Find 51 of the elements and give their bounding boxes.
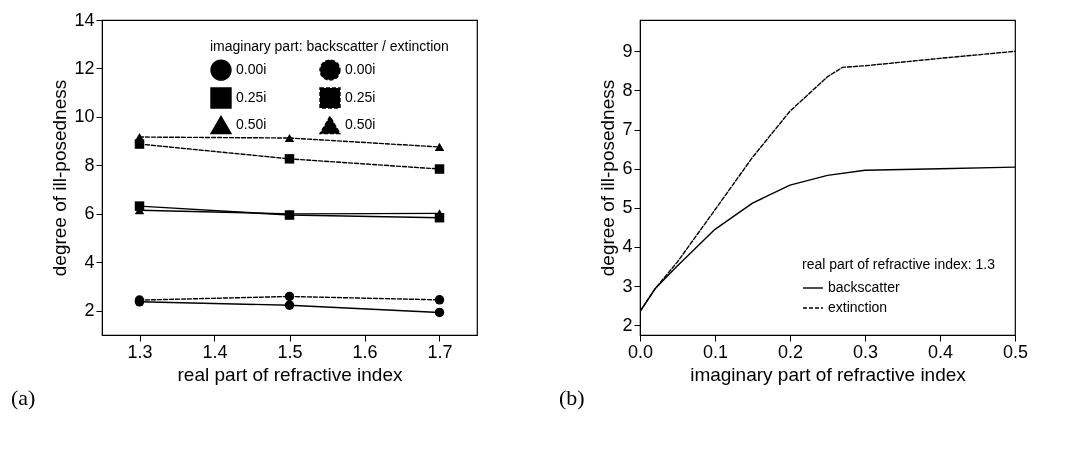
- x-tick-label: 0.0: [627, 341, 654, 362]
- y-tick-label: 6: [84, 203, 95, 224]
- x-tick-label: 0.1: [702, 341, 729, 362]
- legend-label: 0.25i: [345, 89, 376, 105]
- point: [284, 300, 295, 310]
- y-tick-label: 6: [622, 158, 633, 179]
- y-tick-label: 4: [84, 251, 95, 272]
- x-tick-label: 1.3: [127, 341, 153, 362]
- y-tick-label: 8: [84, 154, 95, 175]
- x-tick-label: 0.4: [927, 341, 954, 362]
- x-tick-label: 1.5: [277, 341, 303, 362]
- text: (a): [10, 385, 36, 410]
- legend-label: 0.00i: [345, 61, 376, 78]
- point: [284, 291, 295, 302]
- y-tick-label: 7: [622, 119, 633, 140]
- x-axis-title: imaginary part of refractive index: [690, 363, 967, 385]
- legend-label: 0.50i: [236, 116, 267, 132]
- legend-label: extinction: [828, 299, 888, 315]
- y-tick-label: 12: [74, 57, 95, 78]
- point: [434, 142, 445, 152]
- legend-title: real part of refractive index: 1.3: [802, 256, 996, 272]
- point: [434, 164, 445, 174]
- point: [434, 307, 445, 318]
- x-tick-label: 1.6: [352, 341, 378, 362]
- y-tick-label: 4: [622, 236, 633, 257]
- legend-title: imaginary part: backscatter / extinction: [210, 38, 449, 54]
- x-axis-title: real part of refractive index: [177, 363, 403, 385]
- y-tick-label: 8: [622, 79, 633, 100]
- x-tick-label: 1.7: [427, 341, 453, 362]
- legend-label: 0.25i: [236, 89, 267, 105]
- legend-label: backscatter: [828, 279, 900, 295]
- y-tick-label: 5: [622, 197, 633, 218]
- x-tick-label: 0.5: [1002, 341, 1029, 362]
- point: [284, 154, 295, 164]
- text: (b): [558, 385, 585, 410]
- y-axis-title: degree of ill-posedness: [49, 79, 71, 277]
- x-tick-label: 1.4: [202, 341, 228, 362]
- y-tick-label: 2: [84, 300, 95, 321]
- x-tick-label: 0.2: [777, 341, 804, 362]
- point: [134, 132, 145, 142]
- y-tick-label: 9: [622, 40, 633, 61]
- y-axis-title: degree of ill-posedness: [597, 79, 619, 277]
- legend-label: 0.50i: [345, 116, 376, 132]
- y-tick-label: 3: [622, 275, 633, 296]
- y-tick-label: 2: [622, 314, 633, 335]
- y-tick-label: 10: [74, 106, 95, 127]
- legend-label: 0.00i: [236, 61, 267, 78]
- point: [284, 133, 295, 143]
- y-tick-label: 14: [74, 9, 95, 30]
- point: [434, 295, 445, 305]
- x-tick-label: 0.3: [852, 341, 879, 362]
